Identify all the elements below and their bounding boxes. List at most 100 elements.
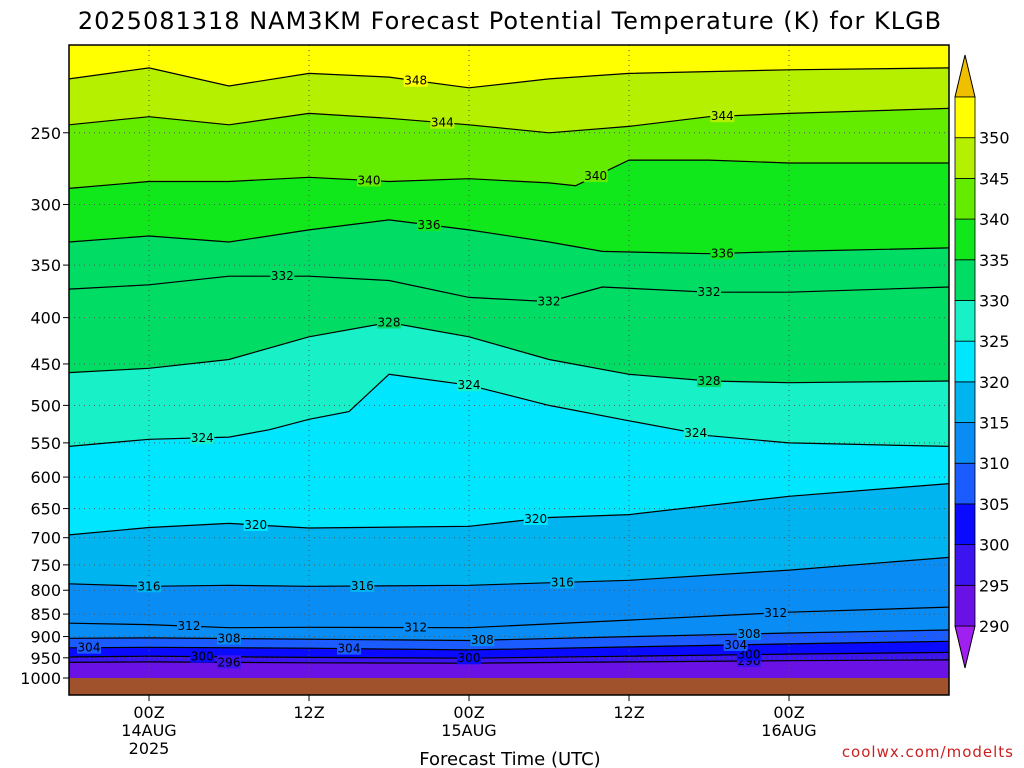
colorbar-label-350: 350 [979, 129, 1010, 148]
y-tick-label-650: 650 [30, 500, 61, 519]
contour-label-300: 300 [738, 648, 761, 662]
colorbar-label-345: 345 [979, 169, 1010, 188]
contour-label-304: 304 [78, 641, 101, 655]
colorbar-label-300: 300 [979, 536, 1010, 555]
contour-label-bg-332 [537, 294, 561, 308]
colorbar-segment-310 [954, 422, 976, 464]
band-320-324 [69, 374, 949, 535]
contour-label-bg-324 [457, 378, 481, 392]
contour-label-328: 328 [698, 374, 721, 388]
contour-label-bg-316 [550, 575, 575, 589]
x-tick-label-0-0: 00Z [133, 703, 164, 722]
y-tick-label-850: 850 [30, 605, 61, 624]
colorbar-segment-290 [954, 584, 976, 627]
contour-label-324: 324 [684, 426, 707, 440]
x-axis-label: Forecast Time (UTC) [419, 749, 600, 768]
band-328-332 [69, 276, 949, 383]
contour-label-328: 328 [378, 316, 401, 330]
y-tick-label-950: 950 [30, 649, 61, 668]
y-tick-label-300: 300 [30, 195, 61, 214]
contour-320 [68, 483, 950, 536]
band-332-336 [69, 219, 949, 302]
contour-label-324: 324 [458, 378, 481, 392]
colorbar-label-310: 310 [979, 454, 1010, 473]
contour-324 [68, 373, 950, 447]
contour-label-348: 348 [404, 74, 427, 88]
colorbar-label-340: 340 [979, 210, 1010, 229]
band-312-316 [69, 557, 949, 628]
band-336-340 [69, 160, 949, 254]
contour-304 [68, 640, 950, 651]
contour-label-308: 308 [738, 627, 761, 641]
colorbar-label-305: 305 [979, 495, 1010, 514]
colorbar-segment-340 [954, 177, 976, 220]
contour-label-bg-308 [470, 633, 495, 647]
ground-strip [69, 678, 949, 695]
colorbar-label-335: 335 [979, 251, 1010, 270]
plot-frame [68, 44, 950, 696]
band-316-320 [69, 483, 949, 587]
band-340-344 [69, 108, 949, 189]
contour-label-bg-324 [683, 426, 708, 440]
contour-label-bg-332 [270, 269, 295, 283]
contour-label-bg-300 [190, 649, 215, 663]
colorbar-segment-295 [954, 544, 976, 586]
contour-label-336: 336 [711, 246, 734, 260]
contour-label-300: 300 [191, 650, 214, 664]
contour-label-bg-328 [697, 374, 721, 388]
colorbar-bottom-arrow [954, 625, 976, 669]
contour-label-bg-316 [137, 579, 161, 593]
colorbar-segment-335 [954, 218, 976, 261]
contour-label-bg-300 [457, 651, 481, 665]
contour-label-bg-340 [583, 169, 608, 183]
contour-label-312: 312 [178, 619, 201, 633]
contour-label-bg-336 [710, 246, 735, 260]
contour-label-304: 304 [338, 642, 361, 656]
contour-label-316: 316 [138, 579, 161, 593]
colorbar-label-290: 290 [979, 617, 1010, 636]
dotted-grid [69, 45, 949, 678]
colorbar-segment-325 [954, 300, 976, 342]
colorbar-label-315: 315 [979, 414, 1010, 433]
contour-316 [68, 556, 950, 587]
contour-332 [68, 275, 950, 303]
pressure-axis: 250 300 350 400 450 500 550 600 650 700 750 800 850 9… [20, 124, 69, 688]
band-324-328 [69, 322, 949, 447]
y-tick-label-400: 400 [30, 309, 61, 328]
contour-label-bg-348 [403, 73, 428, 87]
contour-label-bg-304 [337, 641, 361, 655]
colorbar-segment-315 [954, 381, 976, 423]
y-tick-label-700: 700 [30, 529, 61, 548]
contour-label-316: 316 [351, 579, 374, 593]
contour-label-312: 312 [764, 606, 787, 620]
contour-label-340: 340 [584, 169, 607, 183]
contour-label-324: 324 [191, 431, 214, 445]
y-tick-label-250: 250 [30, 124, 61, 143]
x-tick-label-36-0: 12Z [613, 703, 644, 722]
contour-label-bg-320 [243, 517, 268, 531]
colorbar-label-325: 325 [979, 332, 1010, 351]
x-tick-label-0-1: 14AUG [121, 721, 176, 740]
contour-label-316: 316 [551, 575, 574, 589]
colorbar-segment-320 [954, 340, 976, 383]
contour-label-bg-328 [377, 315, 401, 329]
y-tick-label-350: 350 [30, 256, 61, 275]
contour-312 [68, 606, 950, 629]
credit-url: coolwx.com/modelts [842, 743, 1014, 761]
y-tick-label-600: 600 [30, 468, 61, 487]
contour-label-bg-304 [77, 640, 101, 654]
colorbar-label-295: 295 [979, 576, 1010, 595]
contour-label-bg-312 [403, 620, 428, 634]
x-tick-label-0-2: 2025 [129, 739, 170, 758]
contour-label-304: 304 [724, 638, 747, 652]
contour-label-320: 320 [244, 518, 267, 532]
y-tick-label-1000: 1000 [20, 669, 61, 688]
contour-label-308: 308 [218, 632, 241, 646]
colorbar-segment-300 [954, 503, 976, 546]
y-tick-label-500: 500 [30, 396, 61, 415]
y-tick-label-800: 800 [30, 581, 61, 600]
contour-344 [68, 107, 950, 134]
